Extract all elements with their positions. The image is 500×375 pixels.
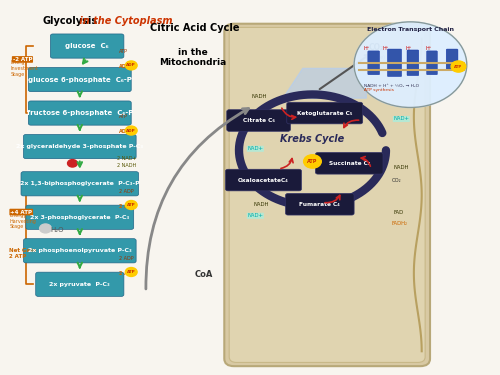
Text: +4 ATP: +4 ATP xyxy=(10,210,32,214)
Text: Electron Transport Chain: Electron Transport Chain xyxy=(367,27,454,32)
Text: FAD: FAD xyxy=(394,210,404,214)
Text: FADH₂: FADH₂ xyxy=(392,221,408,226)
Text: 2 NAD+: 2 NAD+ xyxy=(116,156,136,160)
FancyBboxPatch shape xyxy=(24,238,136,263)
Text: Citric Acid Cycle: Citric Acid Cycle xyxy=(150,23,240,33)
Text: H₂O: H₂O xyxy=(50,227,64,233)
Text: Glycolysis: Glycolysis xyxy=(42,16,98,26)
FancyBboxPatch shape xyxy=(226,169,302,191)
FancyBboxPatch shape xyxy=(28,101,131,125)
Text: Energy
Investment
Stage: Energy Investment Stage xyxy=(10,60,38,77)
Text: ATP synthesis: ATP synthesis xyxy=(364,88,394,93)
Text: H⁺: H⁺ xyxy=(364,46,370,51)
Text: 2 NADH: 2 NADH xyxy=(116,163,136,168)
Text: 2 ATP: 2 ATP xyxy=(119,271,134,276)
FancyBboxPatch shape xyxy=(24,135,136,159)
FancyBboxPatch shape xyxy=(229,27,425,363)
Text: glucose  C₆: glucose C₆ xyxy=(66,43,109,49)
Text: ADP: ADP xyxy=(126,129,136,132)
Text: CO₂: CO₂ xyxy=(392,178,402,183)
Circle shape xyxy=(126,61,137,70)
Text: Net Gain
2 ATP: Net Gain 2 ATP xyxy=(10,248,36,259)
FancyBboxPatch shape xyxy=(36,272,124,296)
Text: ADP: ADP xyxy=(119,129,130,134)
Text: CoA: CoA xyxy=(195,270,214,279)
Circle shape xyxy=(126,201,137,210)
Text: ATP: ATP xyxy=(308,159,318,164)
FancyBboxPatch shape xyxy=(287,102,362,124)
Text: Krebs Cycle: Krebs Cycle xyxy=(280,134,344,144)
Text: 2x glyceraldehyde 3-phosphate P-C₃: 2x glyceraldehyde 3-phosphate P-C₃ xyxy=(16,144,144,149)
Text: ATP: ATP xyxy=(127,270,136,274)
Text: NADH: NADH xyxy=(254,202,269,207)
Text: NADH: NADH xyxy=(251,94,266,99)
Text: ATP: ATP xyxy=(119,49,128,54)
Text: H⁺: H⁺ xyxy=(382,46,388,51)
Text: fructose 6-phosphate  C₆-P: fructose 6-phosphate C₆-P xyxy=(26,110,133,116)
Text: CO₂: CO₂ xyxy=(369,43,384,52)
Text: Fumarate C₄: Fumarate C₄ xyxy=(300,202,340,207)
FancyBboxPatch shape xyxy=(316,153,383,174)
FancyBboxPatch shape xyxy=(21,172,138,196)
Text: -2 ATP: -2 ATP xyxy=(12,57,32,62)
Text: 2x 1,3-biphosphoglycerate  P-C₃-P: 2x 1,3-biphosphoglycerate P-C₃-P xyxy=(20,181,140,186)
FancyBboxPatch shape xyxy=(426,51,438,75)
Text: NAD+: NAD+ xyxy=(394,117,409,122)
FancyBboxPatch shape xyxy=(26,205,134,230)
Text: Citrate C₆: Citrate C₆ xyxy=(242,118,274,123)
FancyBboxPatch shape xyxy=(50,34,124,58)
Text: NAD+: NAD+ xyxy=(248,146,264,151)
Text: ATP: ATP xyxy=(454,64,462,69)
Text: ADP: ADP xyxy=(119,64,130,69)
Text: 2x 3-phosphoglycerate  P-C₃: 2x 3-phosphoglycerate P-C₃ xyxy=(30,215,130,220)
Text: in the
Mitochondria: in the Mitochondria xyxy=(159,48,226,68)
Circle shape xyxy=(354,22,467,108)
Text: in the Cytoplasm: in the Cytoplasm xyxy=(76,16,172,26)
FancyBboxPatch shape xyxy=(388,49,402,76)
Circle shape xyxy=(304,155,322,168)
Text: Succinate C₄: Succinate C₄ xyxy=(328,161,370,166)
Text: 2x pyruvate  P-C₃: 2x pyruvate P-C₃ xyxy=(50,282,110,287)
FancyBboxPatch shape xyxy=(224,24,430,366)
Text: NADH: NADH xyxy=(394,165,408,170)
Text: OxaloacetateC₄: OxaloacetateC₄ xyxy=(238,177,289,183)
Circle shape xyxy=(451,61,466,72)
Text: H⁺: H⁺ xyxy=(425,46,432,51)
Text: (source): (source) xyxy=(366,55,386,60)
Circle shape xyxy=(40,224,52,233)
Text: NADH + H⁺ + ½O₂ → H₂O: NADH + H⁺ + ½O₂ → H₂O xyxy=(364,84,419,88)
Text: ADP: ADP xyxy=(126,63,136,68)
FancyBboxPatch shape xyxy=(226,110,290,131)
Text: Energy
Harvesting
Stage: Energy Harvesting Stage xyxy=(10,213,36,230)
Text: ATP: ATP xyxy=(127,203,136,207)
Text: NAD+: NAD+ xyxy=(248,213,264,218)
FancyBboxPatch shape xyxy=(446,49,458,69)
Circle shape xyxy=(126,126,137,135)
Text: ATP: ATP xyxy=(119,114,128,119)
Text: 2x phosphoenolpyruvate P-C₃: 2x phosphoenolpyruvate P-C₃ xyxy=(28,248,132,253)
FancyBboxPatch shape xyxy=(407,50,419,76)
FancyBboxPatch shape xyxy=(286,194,354,215)
Text: glucose 6-phosphate  C₆-P: glucose 6-phosphate C₆-P xyxy=(28,76,132,82)
Text: 2 ADP: 2 ADP xyxy=(119,189,134,194)
Text: Ketoglutarate C₅: Ketoglutarate C₅ xyxy=(297,111,352,116)
Text: 2 ATP: 2 ATP xyxy=(119,204,134,209)
Circle shape xyxy=(68,160,78,167)
FancyBboxPatch shape xyxy=(368,51,380,75)
Circle shape xyxy=(126,267,137,276)
Polygon shape xyxy=(283,68,366,98)
Text: 2 ADP: 2 ADP xyxy=(119,256,134,261)
Text: H⁺: H⁺ xyxy=(406,46,412,51)
FancyBboxPatch shape xyxy=(28,68,131,92)
